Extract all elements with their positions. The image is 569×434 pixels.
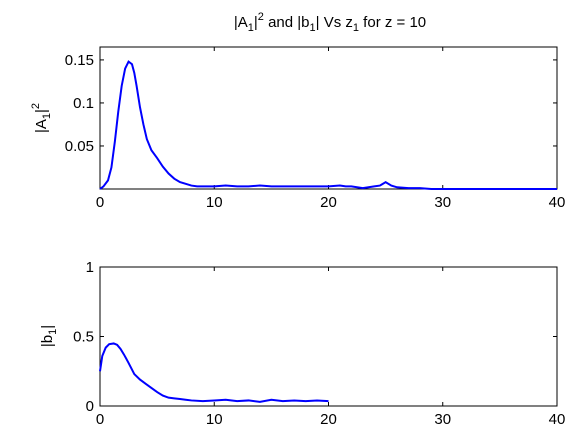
x-tick-label: 40 xyxy=(549,194,566,211)
x-tick-label: 30 xyxy=(434,411,451,428)
bottom-axes-ticks: 0 10 20 30 40 0 0.5 1 xyxy=(73,259,565,428)
y-tick-label: 1 xyxy=(86,259,94,276)
x-tick-label: 0 xyxy=(96,194,104,211)
top-axes-ticks: 0 10 20 30 40 0.05 0.1 0.15 xyxy=(65,47,566,211)
bottom-series-line xyxy=(99,342,329,403)
top-series-line xyxy=(99,60,557,190)
top-axes: 0 10 20 30 40 0.05 0.1 0.15 |A1|2 xyxy=(30,46,566,211)
x-tick-label: 20 xyxy=(320,194,337,211)
x-tick-label: 30 xyxy=(434,194,451,211)
top-ylabel: |A1|2 xyxy=(30,103,53,133)
x-tick-label: 40 xyxy=(549,411,566,428)
y-tick-label: 0.5 xyxy=(73,329,94,346)
x-tick-label: 10 xyxy=(206,194,223,211)
x-tick-label: 10 xyxy=(206,411,223,428)
bottom-axes: 0 10 20 30 40 0 0.5 1 |b1| xyxy=(39,259,565,428)
bottom-axes-frame xyxy=(99,266,558,407)
y-tick-label: 0.15 xyxy=(65,52,94,69)
bottom-ylabel: |b1| xyxy=(39,325,59,347)
y-tick-label: 0 xyxy=(86,398,94,415)
figure-title: |A1|2 and |b1| Vs z1 for z = 10 xyxy=(234,11,426,34)
y-tick-label: 0.1 xyxy=(73,95,94,112)
x-tick-label: 0 xyxy=(96,411,104,428)
top-axes-frame xyxy=(99,46,558,190)
y-tick-label: 0.05 xyxy=(65,138,94,155)
x-tick-label: 20 xyxy=(320,411,337,428)
